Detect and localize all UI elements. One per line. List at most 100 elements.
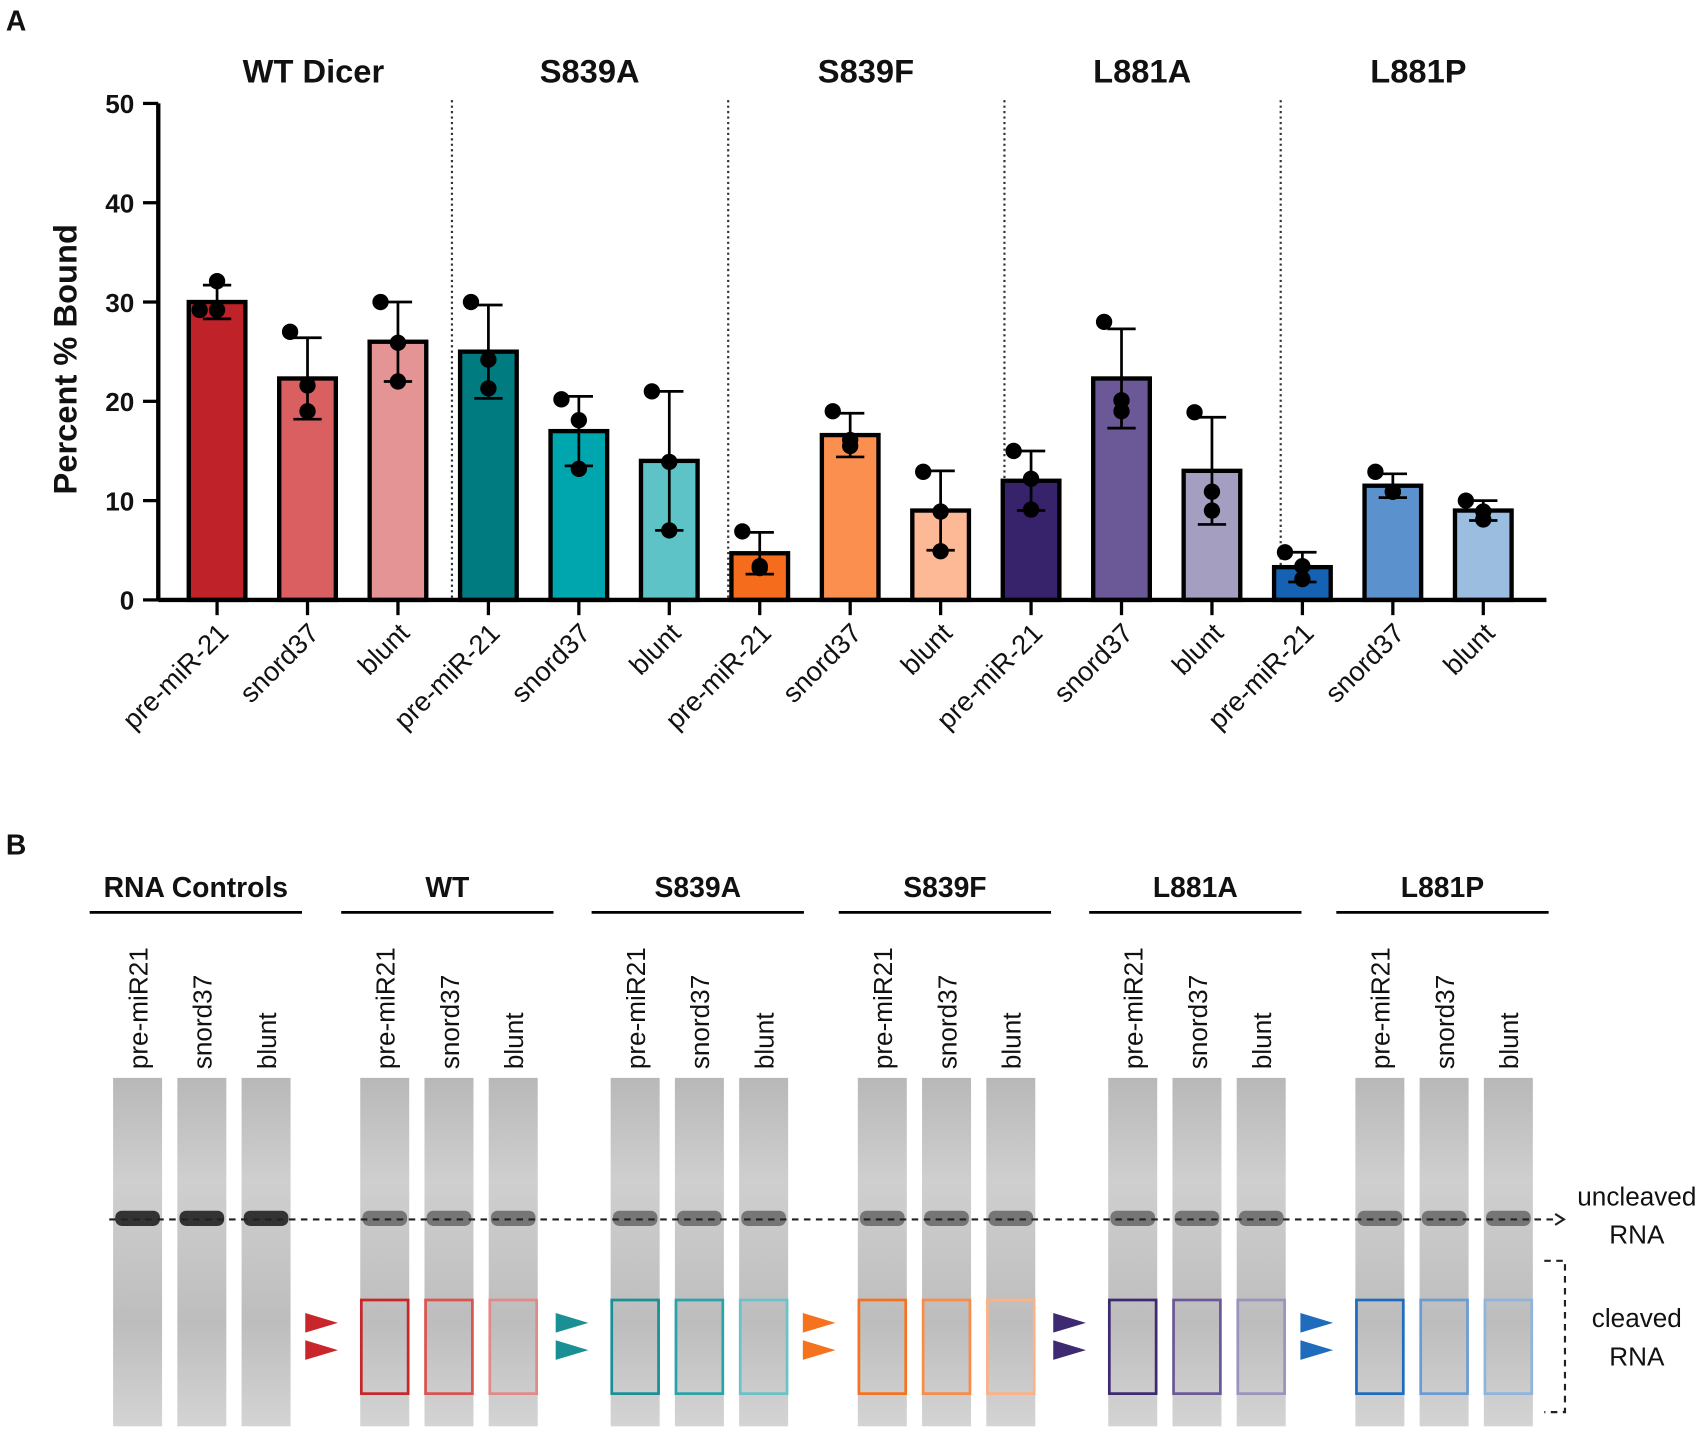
data-point [1475,503,1492,520]
x-tick-label: blunt [1437,617,1501,681]
data-point [208,273,226,290]
data-point [389,334,407,351]
lane-label: snord37 [1183,975,1213,1069]
y-tick-label: 0 [120,586,135,616]
gel-band [924,1210,969,1226]
lane-label: pre-miR21 [123,947,153,1069]
data-point [208,301,226,319]
gel-group-title: S839A [654,871,741,903]
cleavage-box [1172,1298,1222,1395]
gel-band [1486,1210,1531,1226]
y-axis-label: Percent % Bound [47,224,84,494]
cleavage-arrow [555,1340,589,1360]
data-point [661,522,678,539]
cleavage-box [1236,1298,1286,1395]
cleavage-arrow [1300,1313,1334,1333]
lane-label: blunt [1494,1012,1524,1069]
lane-label: snord37 [685,975,715,1069]
data-point [751,559,768,577]
data-point [553,391,570,408]
gel-band [179,1210,225,1226]
data-point [1186,404,1203,421]
data-point [1367,463,1384,480]
lane-label: snord37 [1430,975,1460,1069]
x-tick-label: blunt [894,617,958,681]
gel-lane [1236,1077,1286,1427]
y-tick-label: 20 [105,387,134,417]
lane-label: pre-miR21 [1119,947,1149,1069]
data-point [570,460,588,478]
cleavage-arrow [1053,1313,1086,1333]
cleavage-arrow [305,1313,338,1333]
cleavage-box [610,1298,660,1395]
cleavage-box [1419,1298,1469,1395]
gel-lane [674,1077,724,1427]
cleavage-box [1107,1298,1158,1395]
x-tick-label: snord37 [1047,617,1138,708]
group-label: L881A [1093,53,1191,90]
gel-lane [922,1077,972,1427]
cleavage-box [674,1298,725,1395]
data-point [480,351,497,368]
lane-label: pre-miR21 [371,947,401,1069]
gel-lane [241,1077,291,1427]
data-point [643,383,661,400]
data-point [1203,483,1221,500]
data-point [462,293,480,311]
panel-label: B [6,829,26,861]
cleavage-box [857,1298,908,1395]
data-point [389,373,407,390]
gel-lane [1483,1077,1533,1427]
gel-lane [424,1077,474,1427]
lane-label: blunt [997,1012,1027,1069]
gel-lane [739,1077,789,1427]
data-point [1203,502,1221,519]
data-point [1294,557,1311,575]
data-point [1294,570,1311,588]
lane-label: blunt [749,1012,779,1069]
x-tick-label: snord37 [233,617,324,708]
data-point [1022,501,1040,518]
data-point [932,543,949,560]
data-point [734,523,751,540]
uncleaved-label: RNA [1609,1219,1665,1249]
y-tick-label: 10 [105,486,134,516]
cleavage-box [738,1298,789,1395]
data-point [915,463,932,480]
data-point [372,293,389,311]
cleaved-bracket [1544,1259,1567,1414]
lane-label: snord37 [435,975,465,1069]
cleavage-box [1483,1298,1534,1395]
uncleaved-label: uncleaved [1577,1181,1696,1211]
x-tick-label: snord37 [505,617,596,708]
group-label: S839A [540,53,640,90]
cleavage-box [921,1298,972,1395]
x-tick-label: snord37 [1319,617,1410,708]
gel-band [490,1210,536,1226]
x-tick-label: snord37 [776,617,867,708]
gel-lane [1172,1077,1222,1427]
lane-label: blunt [499,1012,529,1069]
cleavage-box [424,1298,474,1395]
gel-lane [986,1077,1036,1427]
gel-group-title: RNA Controls [104,871,288,903]
gel-band [741,1210,786,1226]
data-point [824,403,841,420]
group-label: WT Dicer [243,53,385,90]
data-point [1022,470,1040,487]
data-point [299,403,316,420]
gel-lane [1355,1077,1405,1427]
gel-lane [1108,1077,1158,1427]
data-point [191,301,208,319]
data-point [1005,442,1022,460]
cleavage-arrow [1053,1340,1086,1360]
cleavage-box [359,1298,410,1395]
cleavage-box [488,1298,538,1395]
gel-lane [177,1077,227,1427]
gel-lane [360,1077,410,1427]
group-label: L881P [1370,53,1466,90]
lane-label: snord37 [932,975,962,1069]
gel-band [612,1210,658,1226]
